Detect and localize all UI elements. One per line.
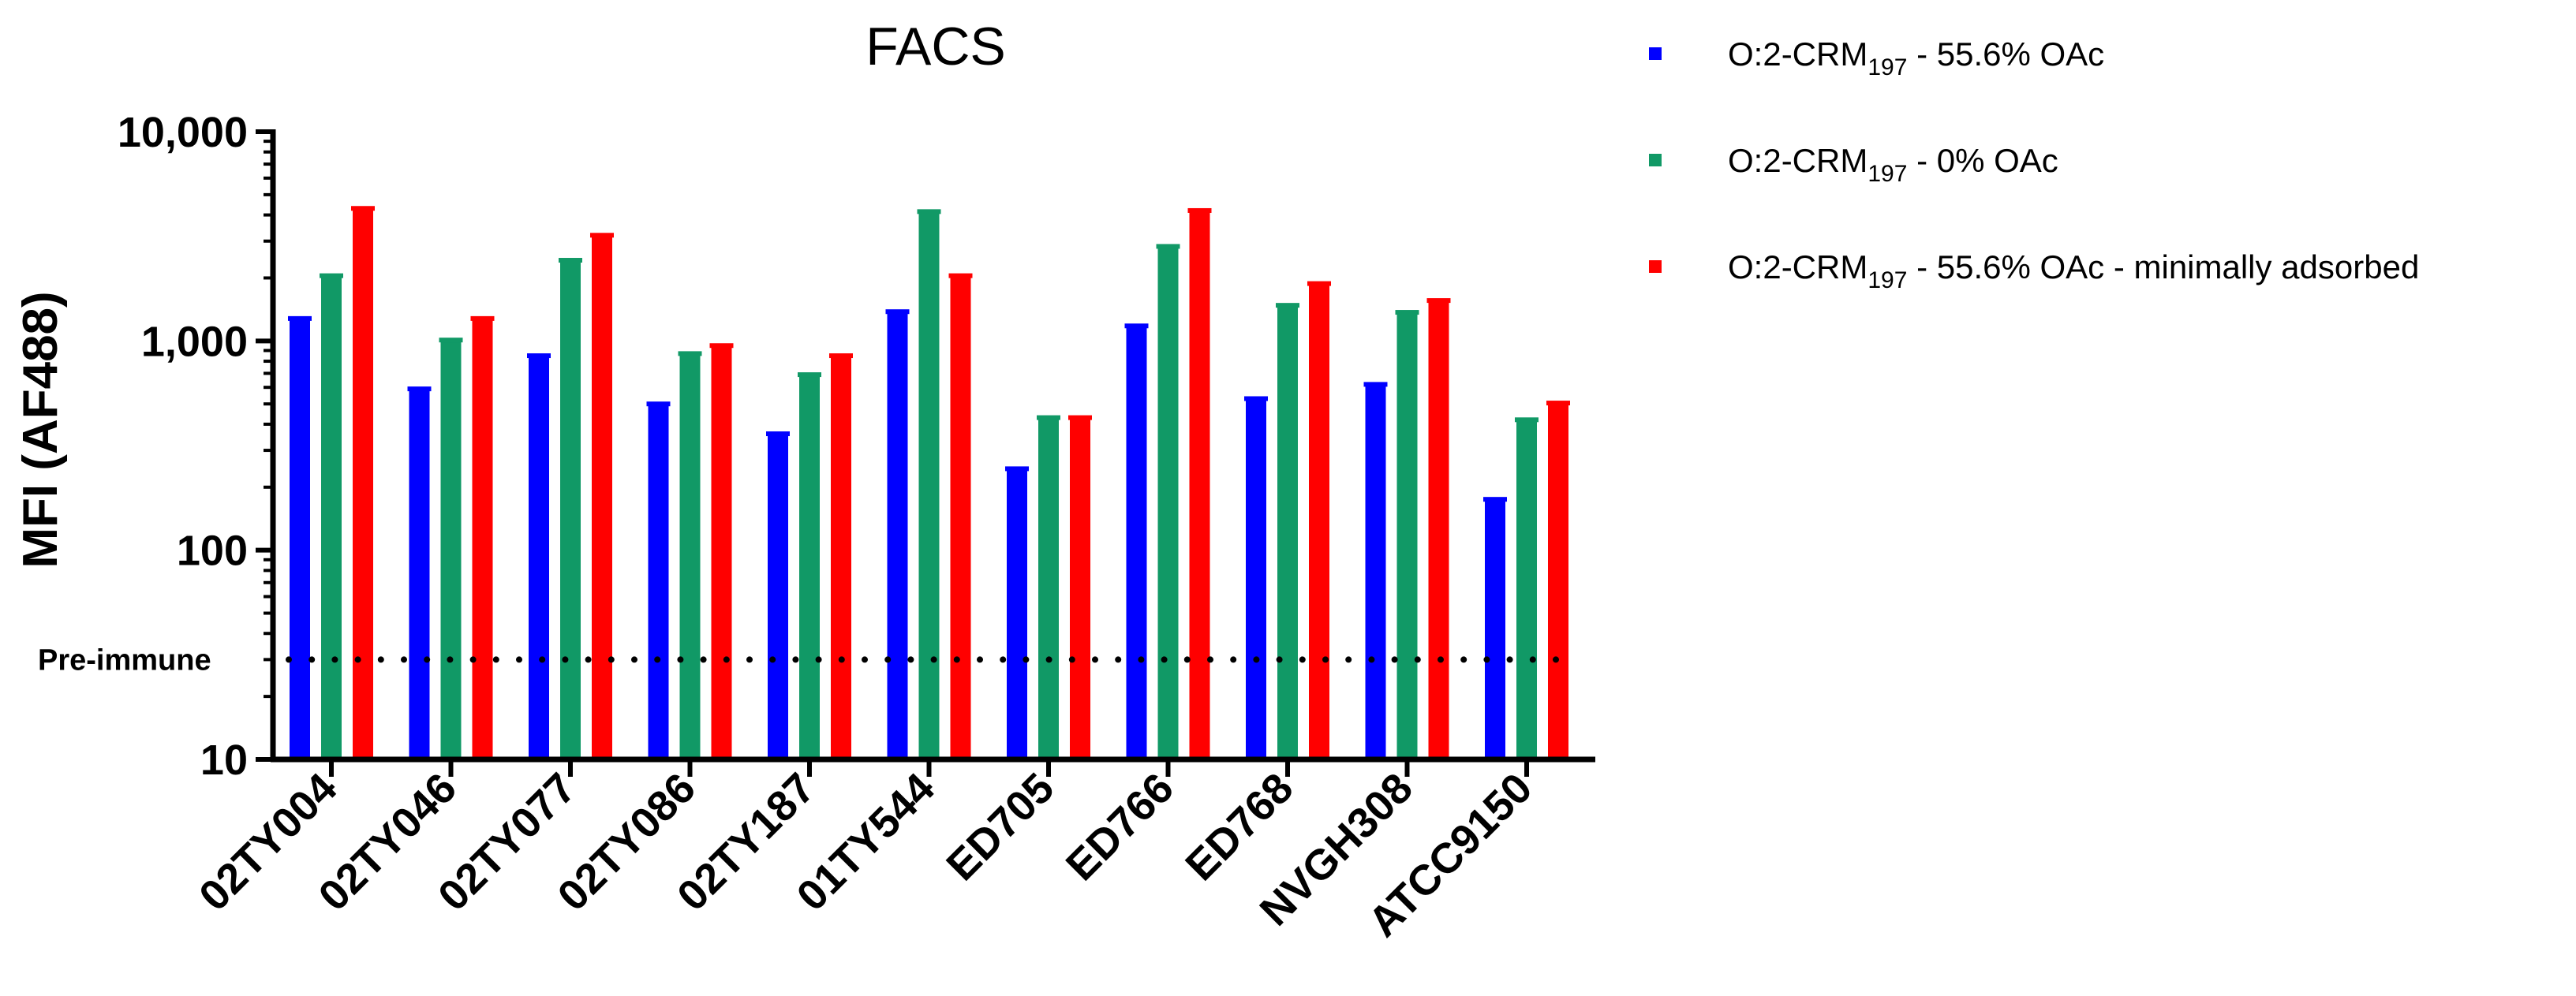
bar-02ty046-series-2 [440,340,462,759]
bar-ed766-series-1 [1126,326,1147,760]
bar-cap-02ty187-series-3 [829,353,853,359]
chart-title: FACS [866,17,1006,76]
bar-01ty544-series-3 [950,275,971,760]
bar-cap-ed766-series-1 [1124,323,1149,329]
bar-02ty086-series-2 [679,353,701,760]
bar-cap-ed768-series-1 [1244,396,1268,401]
bar-cap-02ty086-series-2 [678,351,702,356]
bar-02ty046-series-3 [472,318,493,759]
bar-ed766-series-2 [1157,246,1179,759]
bar-02ty077-series-1 [529,356,549,759]
legend-label-series-3: O:2-CRM197 - 55.6% OAc - minimally adsor… [1728,248,2419,293]
bar-02ty086-series-1 [648,404,669,759]
bar-ed766-series-3 [1189,210,1210,760]
bar-cap-nvgh308-series-3 [1426,298,1451,304]
bar-cap-02ty086-series-1 [646,401,671,407]
bar-01ty544-series-2 [918,211,940,759]
bar-cap-02ty046-series-3 [470,315,495,321]
bar-nvgh308-series-3 [1428,300,1449,759]
bar-ed705-series-2 [1038,417,1059,759]
bar-cap-nvgh308-series-2 [1395,310,1419,315]
bar-cap-atcc9150-series-3 [1546,401,1570,406]
y-axis-label: MFI (AF488) [13,291,68,568]
bar-02ty077-series-3 [592,235,612,760]
bar-cap-ed766-series-2 [1156,244,1180,249]
bar-02ty086-series-3 [711,345,732,759]
legend-swatch-series-3 [1649,260,1662,273]
bar-cap-02ty077-series-3 [590,233,614,238]
bar-cap-02ty077-series-2 [559,258,582,263]
bar-cap-nvgh308-series-1 [1363,382,1388,387]
bar-02ty004-series-2 [321,275,342,760]
x-tick-label: ED766 [1057,764,1183,890]
bar-cap-02ty086-series-3 [709,343,734,349]
legend-swatch-series-1 [1649,47,1662,60]
legend-label-series-1: O:2-CRM197 - 55.6% OAc [1728,35,2104,80]
reference-line-label: Pre-immune [38,643,211,677]
bar-ed705-series-1 [1007,468,1027,759]
y-tick-label: 1,000 [141,318,248,365]
bar-cap-02ty187-series-2 [798,372,821,378]
bar-cap-02ty046-series-1 [407,386,432,392]
bar-02ty187-series-3 [831,356,851,759]
y-tick-label: 10,000 [118,109,248,156]
bar-cap-ed768-series-2 [1276,303,1299,308]
bar-cap-ed705-series-3 [1068,415,1092,420]
bar-cap-ed705-series-1 [1005,466,1029,472]
bar-cap-02ty004-series-2 [320,273,343,278]
bar-02ty077-series-2 [560,260,581,759]
bar-cap-02ty004-series-1 [288,315,312,321]
bar-cap-02ty004-series-3 [351,206,375,211]
bar-nvgh308-series-2 [1396,312,1418,759]
bar-atcc9150-series-3 [1548,403,1568,759]
bar-ed768-series-3 [1309,283,1329,760]
bar-nvgh308-series-1 [1365,384,1386,759]
bar-cap-atcc9150-series-1 [1483,497,1507,502]
y-tick-label: 10 [200,737,248,784]
bar-02ty046-series-1 [409,389,430,759]
bar-cap-01ty544-series-1 [885,309,910,315]
legend-swatch-series-2 [1649,154,1662,166]
bar-cap-02ty046-series-2 [439,338,463,343]
bar-01ty544-series-1 [887,311,908,759]
plot-area: Pre-immune101001,00010,00002TY00402TY046… [38,109,1595,946]
bar-02ty004-series-1 [290,318,310,759]
legend: O:2-CRM197 - 55.6% OAc O:2-CRM197 - 0% OA… [1649,35,2419,293]
bar-02ty187-series-2 [799,375,820,759]
bar-cap-02ty187-series-1 [766,431,790,437]
bar-02ty187-series-1 [768,434,788,759]
bar-cap-02ty077-series-1 [527,353,551,359]
bar-cap-01ty544-series-2 [917,209,941,214]
bar-ed705-series-3 [1070,417,1090,759]
bar-cap-ed705-series-2 [1037,415,1060,420]
bar-02ty004-series-3 [353,208,373,759]
bar-ed768-series-2 [1277,305,1298,759]
bar-atcc9150-series-2 [1516,420,1537,759]
bar-atcc9150-series-1 [1485,499,1505,759]
bar-cap-ed768-series-3 [1307,281,1331,286]
x-tick-label: ED705 [937,764,1063,890]
bar-cap-01ty544-series-3 [948,273,973,278]
y-tick-label: 100 [177,528,248,575]
bar-cap-ed766-series-3 [1187,207,1212,213]
bar-cap-atcc9150-series-2 [1515,417,1538,423]
bar-ed768-series-1 [1246,398,1266,759]
legend-label-series-2: O:2-CRM197 - 0% OAc [1728,142,2058,187]
